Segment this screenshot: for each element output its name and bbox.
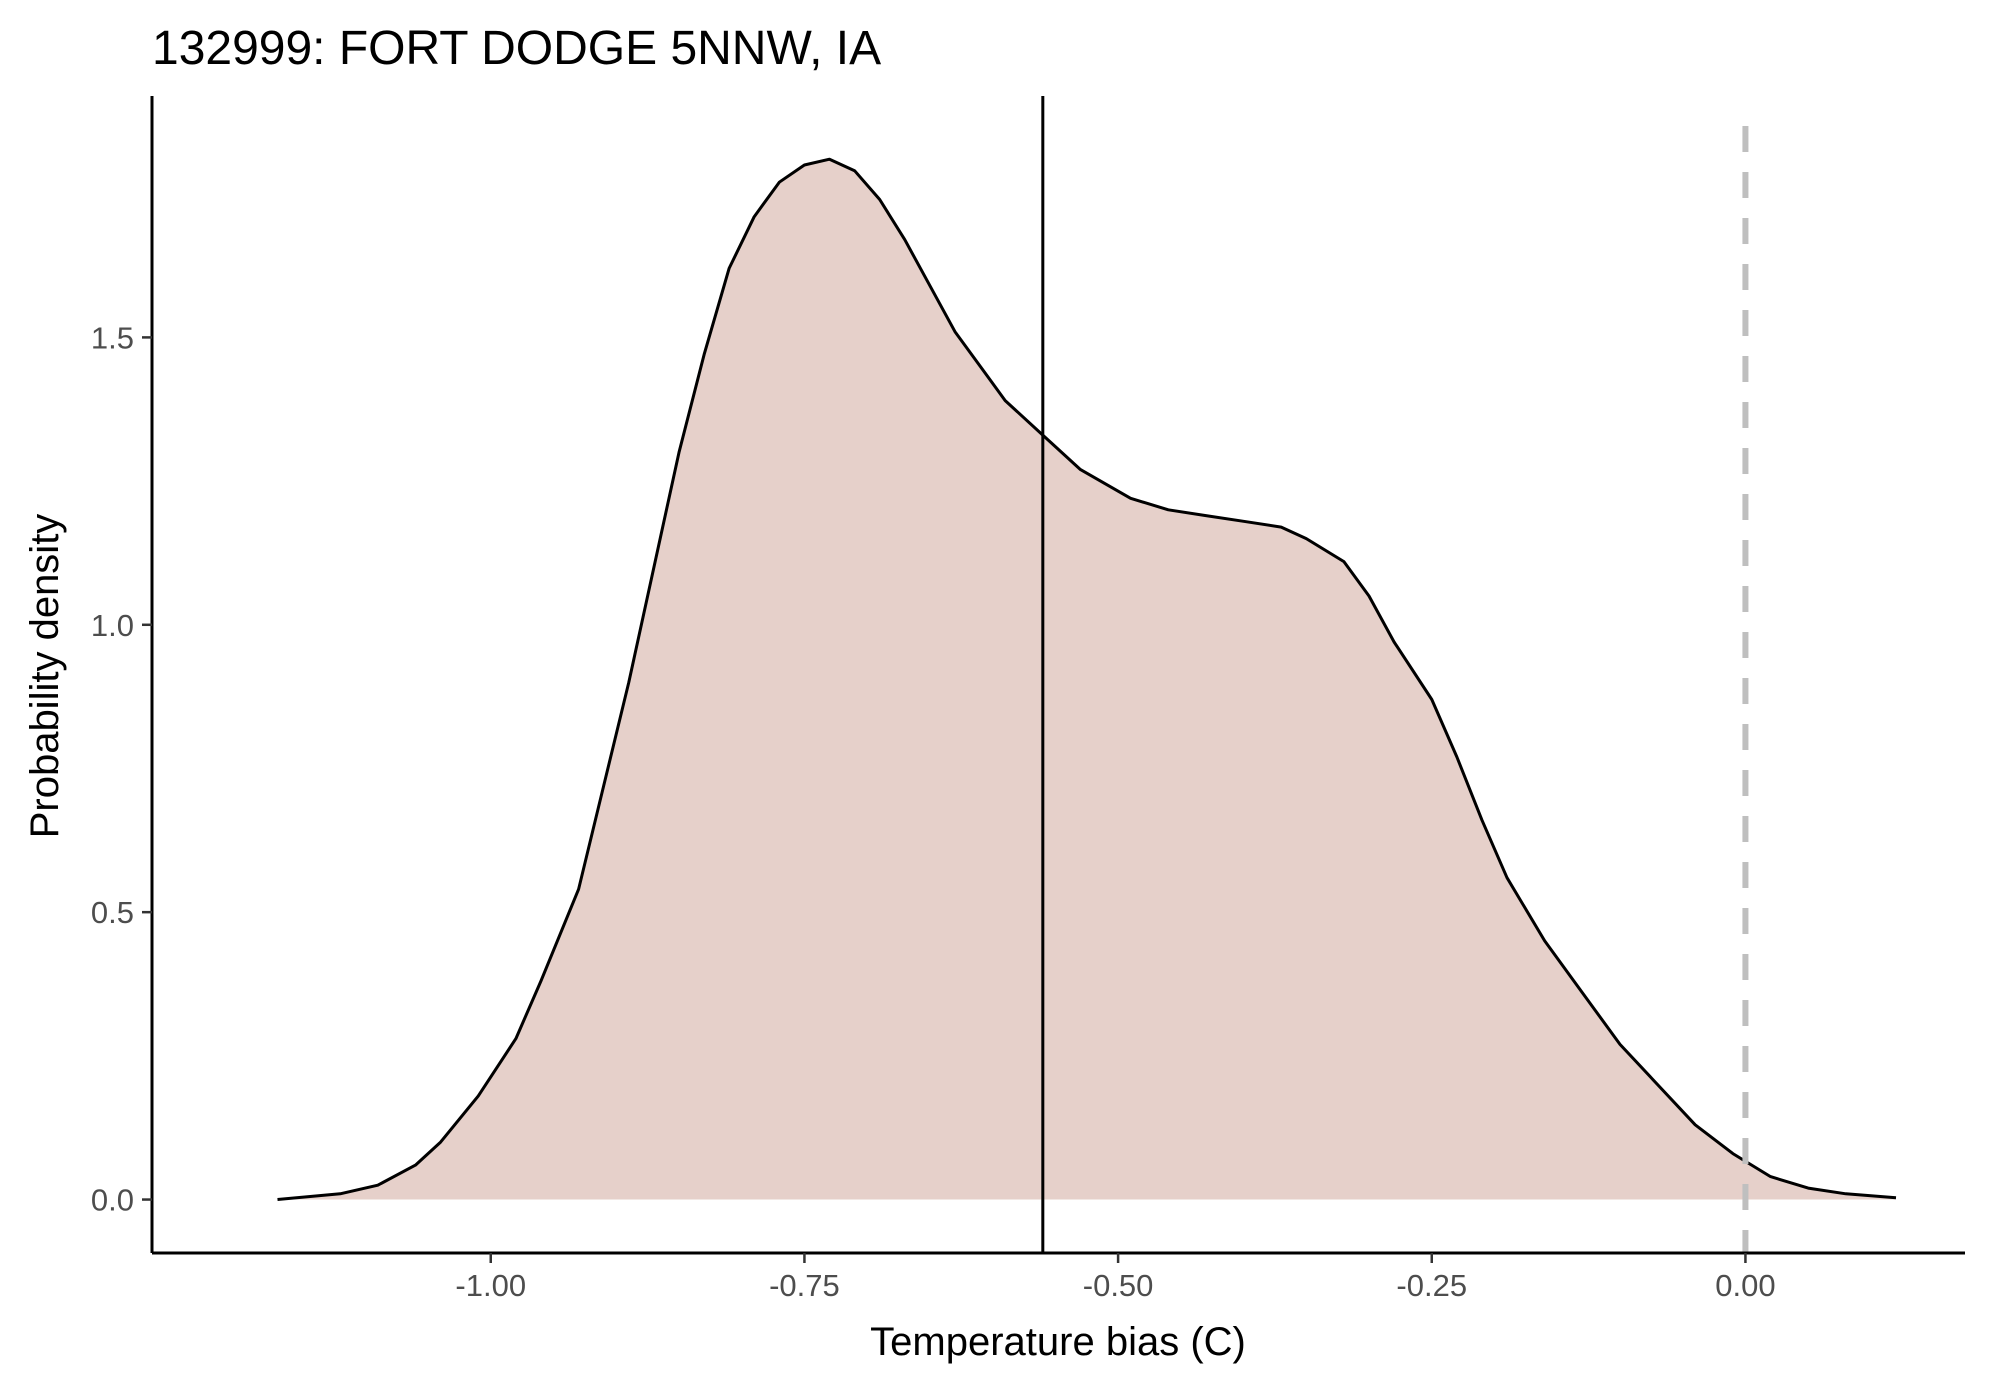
x-axis-title: Temperature bias (C) [870, 1320, 1246, 1364]
y-tick-label: 0.0 [91, 1183, 134, 1218]
y-tick-label: 0.5 [91, 895, 134, 930]
chart-title: 132999: FORT DODGE 5NNW, IA [152, 22, 881, 75]
y-axis-ticks: 0.0 0.5 1.0 1.5 [91, 320, 152, 1218]
x-tick-label: -1.00 [455, 1268, 526, 1303]
axes [150, 96, 1965, 1255]
density-curve-line [277, 157, 1897, 1201]
x-axis-ticks: -1.00 -0.75 -0.50 -0.25 0.00 [455, 1253, 1776, 1303]
y-tick-label: 1.0 [91, 608, 134, 643]
y-tick-label: 1.5 [91, 320, 134, 355]
x-tick-label: -0.75 [769, 1268, 840, 1303]
x-tick-label: -0.50 [1083, 1268, 1154, 1303]
x-tick-label: -0.25 [1396, 1268, 1467, 1303]
y-axis-title: Probability density [23, 514, 67, 839]
x-tick-label: 0.00 [1715, 1268, 1775, 1303]
plot-area [277, 96, 1897, 1253]
density-area-fill [277, 159, 1896, 1200]
